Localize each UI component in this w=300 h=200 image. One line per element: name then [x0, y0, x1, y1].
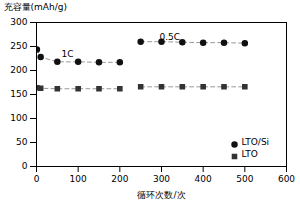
- svg-text:300: 300: [10, 17, 27, 27]
- svg-text:500: 500: [236, 174, 253, 184]
- svg-text:0: 0: [22, 161, 28, 171]
- svg-text:LTO: LTO: [242, 149, 258, 159]
- svg-text:0.5C: 0.5C: [159, 32, 180, 42]
- svg-text:300: 300: [153, 174, 170, 184]
- svg-text:250: 250: [10, 41, 27, 51]
- svg-text:50: 50: [16, 137, 28, 147]
- svg-text:200: 200: [10, 65, 27, 75]
- svg-text:600: 600: [278, 174, 295, 184]
- svg-text:150: 150: [10, 89, 27, 99]
- svg-text:循环次数/次: 循环次数/次: [137, 190, 185, 200]
- svg-text:充容量(mAh/g): 充容量(mAh/g): [4, 2, 67, 12]
- svg-text:400: 400: [195, 174, 212, 184]
- svg-text:1C: 1C: [62, 49, 74, 59]
- svg-text:100: 100: [70, 174, 87, 184]
- svg-text:100: 100: [10, 113, 27, 123]
- svg-text:200: 200: [111, 174, 128, 184]
- svg-text:LTO/Si: LTO/Si: [242, 137, 270, 147]
- svg-text:0: 0: [34, 174, 40, 184]
